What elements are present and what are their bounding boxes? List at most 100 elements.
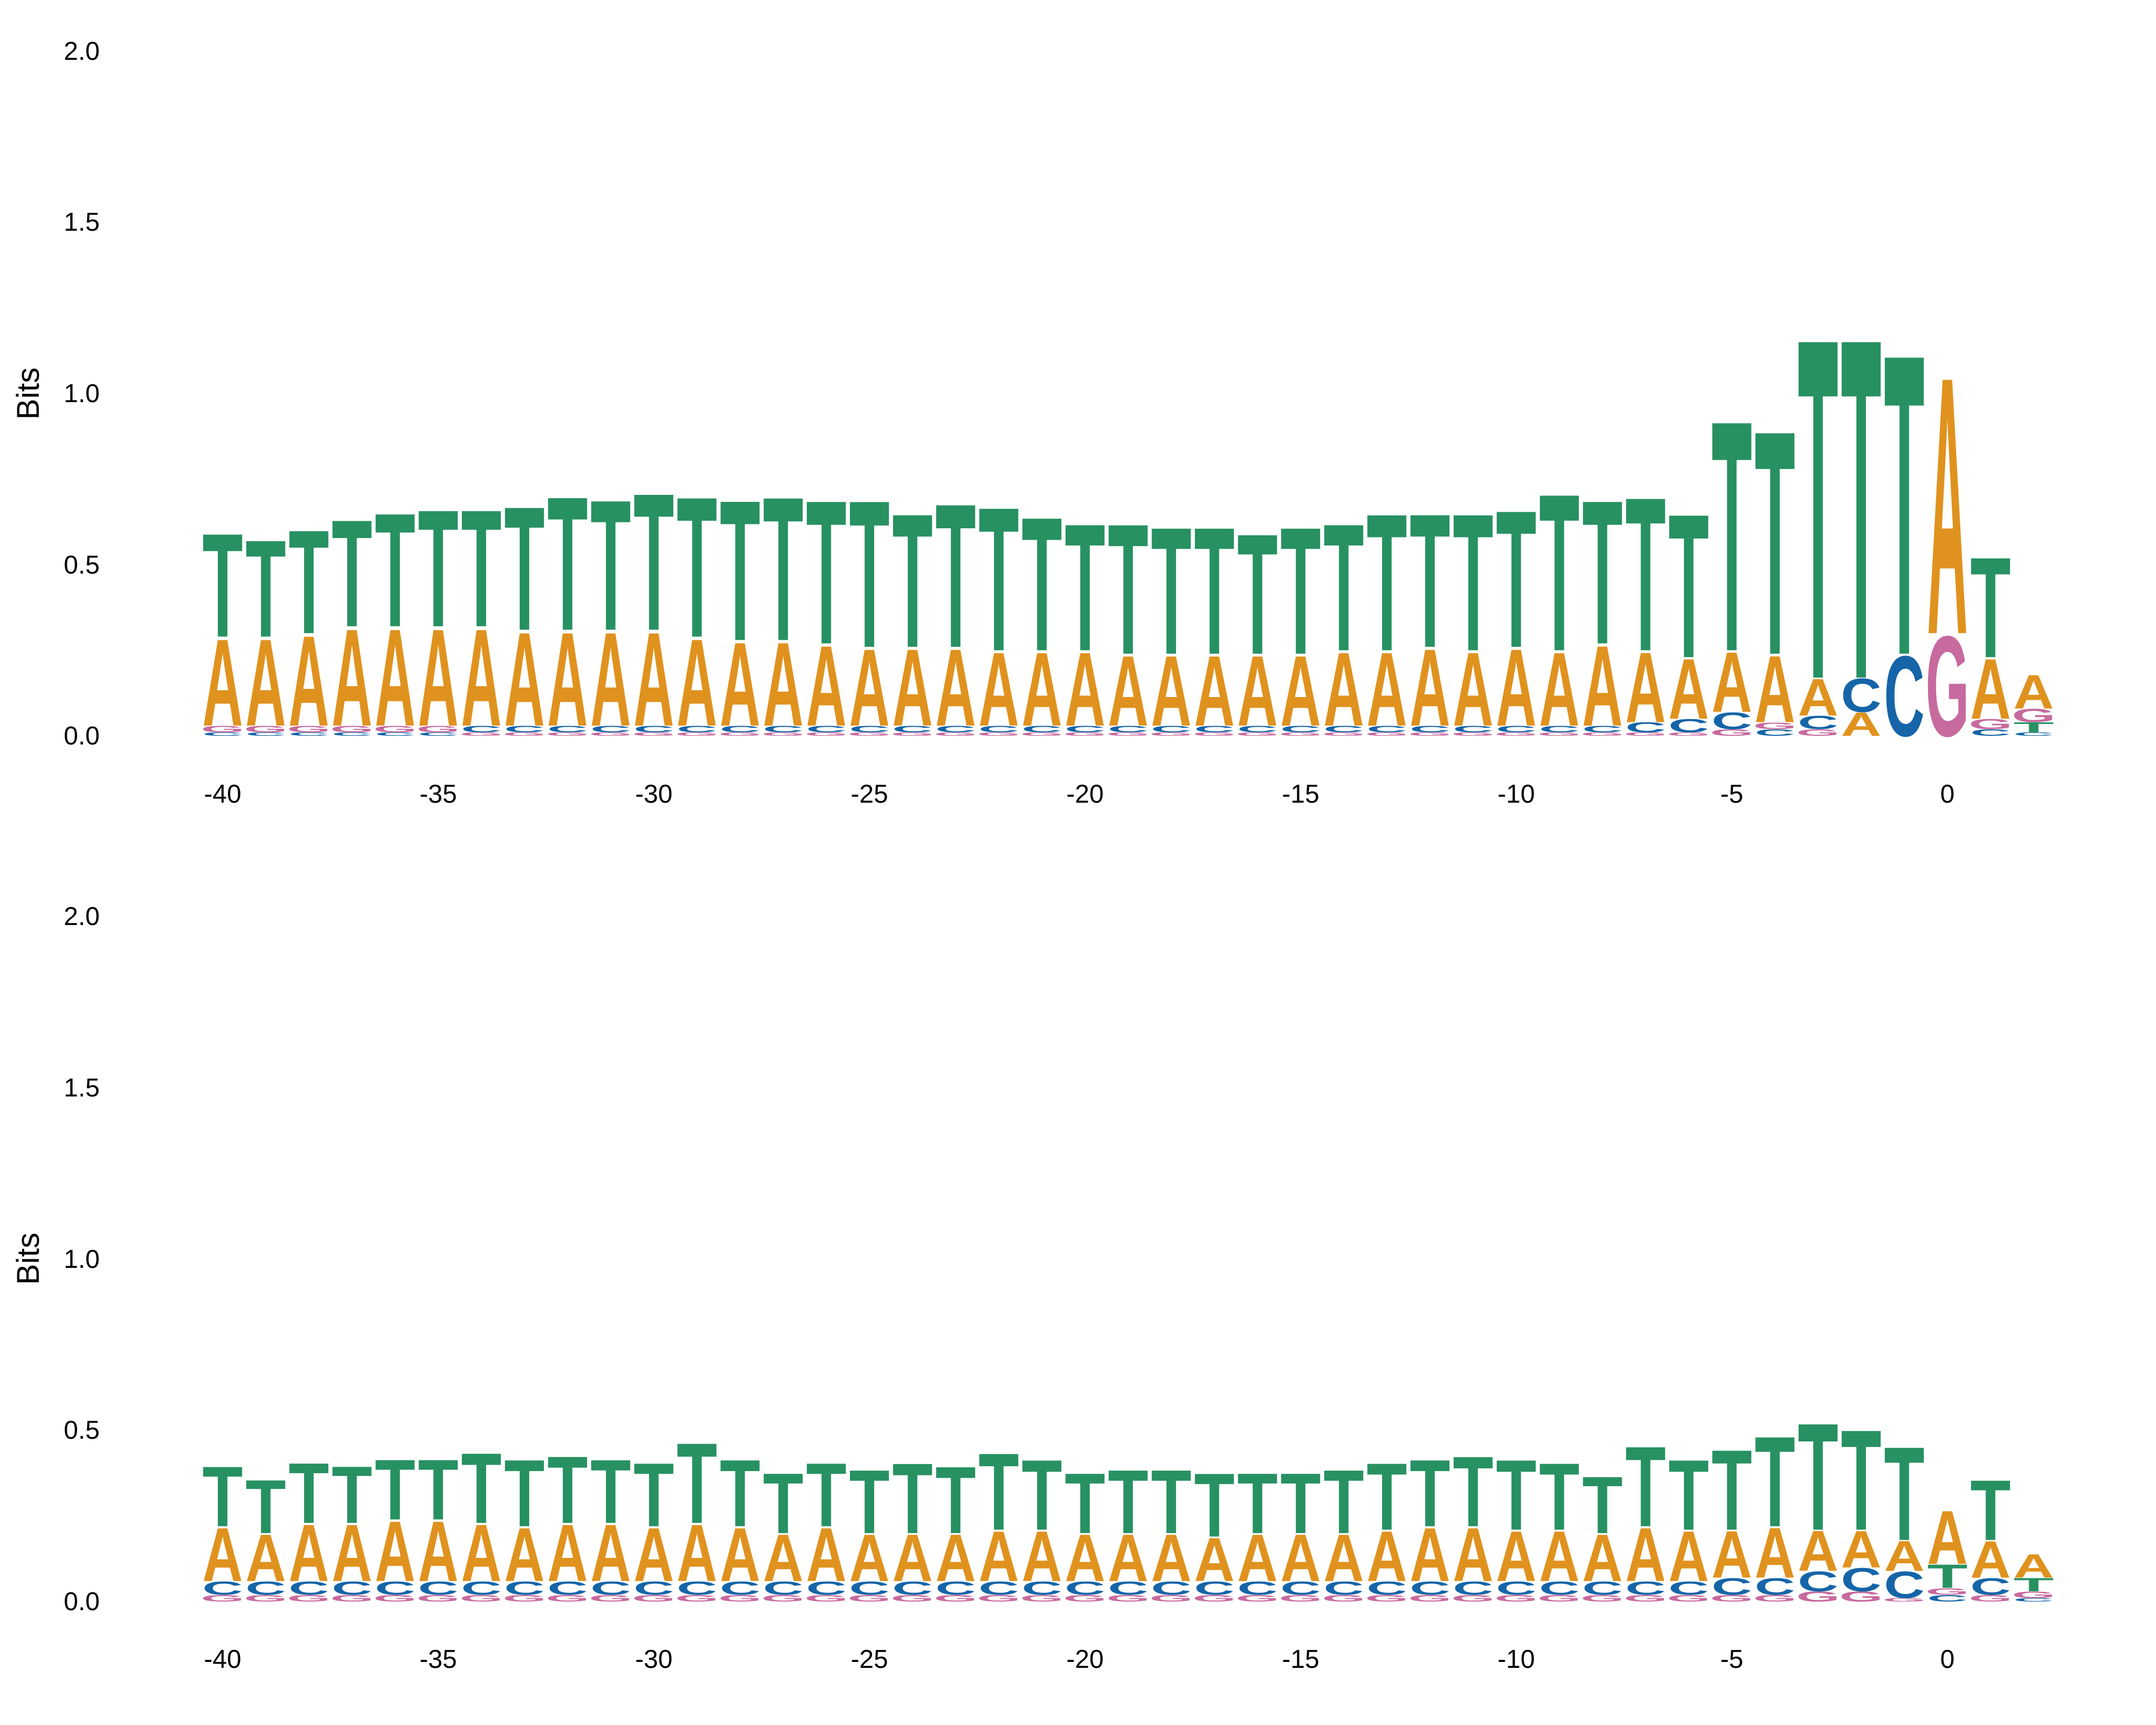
logo-letter-G: G (502, 1593, 546, 1604)
logo-letter-G: G (1365, 732, 1408, 737)
logo-letter-A: A (202, 613, 243, 752)
logo-letter-G: G (1623, 732, 1667, 737)
logo-letter-C: C (849, 724, 889, 735)
logo-letter-A: A (1625, 1512, 1666, 1597)
logo-letter-A: A (547, 605, 588, 754)
logo-letter-G: G (545, 732, 589, 737)
logo-letter-T: T (1194, 1454, 1234, 1556)
logo-letter-A: A (1237, 1521, 1277, 1596)
x-tick-label: -30 (635, 1645, 672, 1674)
logo-letter-T: T (331, 1450, 372, 1541)
logo-letter-T: T (1496, 469, 1536, 688)
logo-letter-A: A (1409, 1512, 1450, 1597)
logo-letter-G: G (1796, 1589, 1840, 1605)
logo-letter-G: G (1753, 1593, 1796, 1604)
logo-letter-A: A (1323, 631, 1364, 748)
y-tick-label: 1.5 (64, 1074, 100, 1102)
logo-letter-C: C (1625, 720, 1666, 736)
logo-letter-C: C (1366, 724, 1407, 735)
logo-letter-T: T (978, 1431, 1019, 1554)
logo-letter-C: C (547, 1578, 588, 1599)
logo-letter-C: C (1108, 1578, 1148, 1599)
logo-letter-T: T (1194, 489, 1234, 692)
logo-letter-A: A (1582, 1521, 1622, 1596)
logo-letter-G: G (459, 1593, 503, 1604)
logo-letter-G: G (330, 724, 374, 735)
logo-letter-A: A (331, 600, 372, 755)
logo-letter-A: A (245, 1521, 286, 1596)
logo-letter-C: C (461, 1578, 501, 1599)
logo-letter-C: C (202, 732, 243, 737)
logo-letter-A: A (676, 1508, 717, 1599)
logo-letter-G: G (1623, 1593, 1667, 1604)
logo-letter-A: A (1021, 1517, 1062, 1597)
logo-letter-C: C (1582, 724, 1622, 735)
logo-letter-A: A (806, 622, 846, 750)
logo-letter-C: C (331, 732, 372, 737)
logo-letter-T: T (1366, 473, 1407, 692)
logo-letter-A: A (1970, 1531, 2010, 1589)
logo-letter-C: C (245, 732, 286, 737)
logo-letter-T: T (935, 462, 976, 691)
logo-letter-T: T (331, 488, 372, 659)
logo-letter-A: A (1711, 1517, 1752, 1592)
logo-letter-T: T (1711, 1426, 1752, 1554)
logo-letter-G: G (1925, 1586, 1969, 1597)
logo-letter-G: G (890, 1593, 934, 1604)
logo-letter-T: T (245, 512, 286, 666)
logo-letter-C: C (1194, 1578, 1234, 1599)
logo-letter-T: T (245, 1465, 286, 1550)
logo-letter-T: T (1754, 364, 1795, 721)
x-tick-label: 0 (1940, 780, 1955, 809)
logo-letter-A: A (1409, 626, 1450, 749)
logo-letter-G: G (977, 732, 1020, 737)
logo-letter-G: G (2012, 1590, 2055, 1600)
logo-letter-C: C (1754, 727, 1795, 738)
logo-letter-C: C (676, 724, 717, 735)
logo-letter-A: A (1280, 1521, 1321, 1596)
logo-letter-T: T (1754, 1410, 1795, 1554)
logo-letter-T: T (1625, 451, 1666, 697)
logo-letter-G: G (1796, 727, 1840, 738)
logo-letter-T: T (1496, 1439, 1536, 1551)
logo-letter-G: G (934, 732, 977, 737)
logo-letter-G: G (1408, 732, 1452, 737)
logo-letter-A: A (418, 600, 458, 755)
logo-letter-T: T (676, 1419, 717, 1548)
logo-letter-A: A (1496, 626, 1536, 749)
logo-letter-A: A (633, 605, 674, 754)
y-axis-title: Bits (11, 368, 46, 420)
logo-letter-C: C (504, 724, 544, 735)
logo-letter-C: C (1539, 724, 1579, 735)
y-tick-label: 0.0 (64, 722, 100, 750)
logo-letter-A: A (1237, 634, 1277, 747)
logo-letter-G: G (804, 732, 848, 737)
logo-letter-C: C (1884, 1563, 1924, 1606)
logo-letter-C: C (590, 724, 631, 735)
logo-letter-A: A (1366, 631, 1407, 748)
logo-letter-T: T (849, 1451, 889, 1553)
logo-letter-G: G (1149, 732, 1193, 737)
logo-letter-G: G (1106, 1593, 1150, 1604)
logo-letter-C: C (1496, 724, 1536, 735)
logo-letter-G: G (847, 1593, 891, 1604)
logo-letter-C: C (1194, 724, 1234, 735)
logo-letter-T: T (1021, 478, 1062, 692)
logo-letter-G: G (1279, 732, 1322, 737)
logo-letter-G: G (545, 1593, 589, 1604)
logo-letter-G: G (977, 1593, 1020, 1604)
logo-letter-C: C (892, 724, 932, 735)
logo-letter-A: A (676, 613, 717, 752)
x-tick-label: -5 (1720, 1645, 1744, 1674)
logo-letter-C: C (1754, 1573, 1795, 1599)
logo-letter-C: C (849, 1578, 889, 1599)
x-tick-label: -5 (1720, 780, 1744, 809)
logo-letter-C: C (1453, 724, 1493, 735)
logo-letter-G: G (761, 1593, 805, 1604)
logo-letter-T: T (1409, 475, 1450, 688)
y-axis: 0.0 0.5 1.0 1.5 2.0 (64, 902, 100, 1616)
logo-letter-T: T (1065, 1456, 1105, 1552)
logo-letter-T: T (1625, 1423, 1666, 1551)
logo-letter-T: T (504, 470, 544, 668)
logo-letter-C: C (375, 732, 415, 737)
